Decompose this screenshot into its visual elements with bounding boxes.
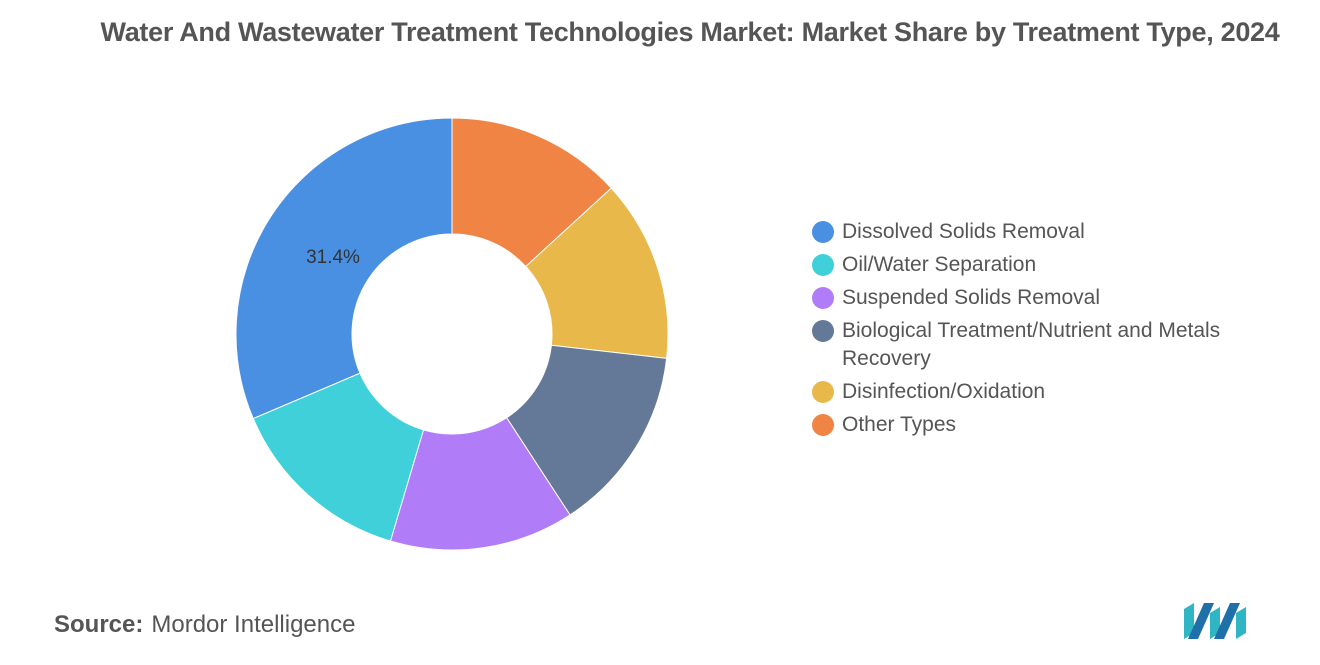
chart-title: Water And Wastewater Treatment Technolog… — [100, 17, 1280, 47]
legend-swatch — [812, 414, 834, 436]
slice-disinfection-oxidation — [525, 187, 669, 359]
data-label-dissolved-solids-removal: 31.4% — [306, 247, 360, 268]
legend-item-dissolved-solids-removal: Dissolved Solids Removal — [812, 218, 1282, 246]
source-note: Source: Mordor Intelligence — [54, 611, 355, 639]
slice-oil-water-separation — [252, 372, 425, 542]
legend-item-other-types: Other Types — [812, 411, 1282, 439]
legend-label: Suspended Solids Removal — [842, 286, 1100, 309]
legend-swatch — [812, 381, 834, 403]
mordor-intelligence-logo — [1184, 603, 1246, 639]
slice-biological-treatment-nutrient-and-metals-recovery — [505, 344, 668, 516]
legend-swatch — [812, 287, 834, 309]
legend-label: Dissolved Solids Removal — [842, 220, 1085, 243]
chart-legend: Dissolved Solids Removal Oil/Water Separa… — [812, 218, 1282, 444]
legend-item-suspended-solids-removal: Suspended Solids Removal — [812, 284, 1282, 312]
slice-dissolved-solids-removal — [235, 117, 453, 420]
source-text: Mordor Intelligence — [151, 611, 356, 638]
source-label: Source: — [54, 611, 144, 638]
legend-label: Oil/Water Separation — [842, 253, 1037, 276]
legend-item-oil-water-separation: Oil/Water Separation — [812, 251, 1282, 279]
legend-swatch — [812, 320, 834, 342]
legend-item-disinfection-oxidation: Disinfection/Oxidation — [812, 378, 1282, 406]
legend-label: Other Types — [842, 413, 957, 436]
legend-label: Disinfection/Oxidation — [842, 380, 1046, 403]
slice-other-types — [451, 117, 613, 268]
legend-item-biological-treatment-nutrient-and-metals-recovery: Biological Treatment/Nutrient and Metals… — [812, 317, 1282, 373]
legend-swatch — [812, 254, 834, 276]
slice-suspended-solids-removal — [389, 417, 571, 551]
legend-swatch — [812, 221, 834, 243]
legend-label: Biological Treatment/Nutrient and Metals… — [842, 319, 1221, 370]
